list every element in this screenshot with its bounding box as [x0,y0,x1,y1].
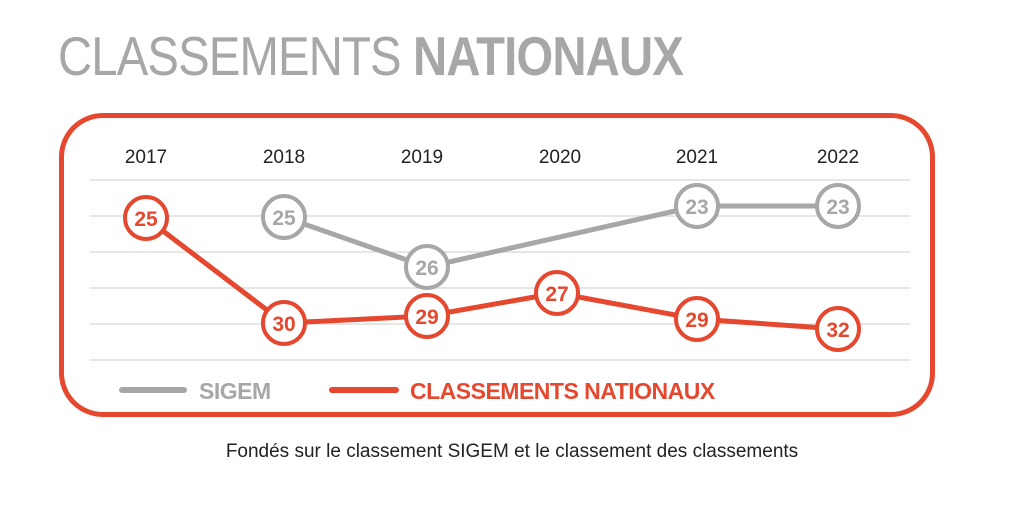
nationaux-point-2019: 29 [404,293,450,339]
year-labels: 2017 2018 2019 2020 2021 2022 [125,147,859,168]
nationaux-marker [261,300,307,346]
year-label: 2021 [676,147,718,168]
nationaux-point-2021: 29 [674,296,720,342]
title-bold: NATIONAUX [413,25,684,87]
page-title: CLASSEMENTS NATIONAUX [58,24,684,88]
title-light: CLASSEMENTS [58,25,402,87]
year-label: 2017 [125,147,167,168]
nationaux-line [144,216,839,332]
sigem-point-2021: 23 [674,183,720,229]
nationaux-marker [534,270,580,316]
year-label: 2018 [263,147,305,168]
legend-label-sigem: SIGEM [199,378,271,404]
year-label: 2022 [817,147,859,168]
sigem-marker [404,244,450,290]
sigem-value: 26 [415,257,438,280]
nationaux-marker [404,293,450,339]
legend: SIGEM CLASSEMENTS NATIONAUX [119,378,716,404]
series-sigem: 25 26 23 23 [261,183,861,290]
sigem-marker [815,183,861,229]
nationaux-point-2022: 32 [815,306,861,352]
year-label: 2019 [401,147,443,168]
nationaux-value: 29 [415,306,438,329]
nationaux-marker [123,195,169,241]
nationaux-marker [674,296,720,342]
nationaux-point-2020: 27 [534,270,580,316]
sigem-point-2022: 23 [815,183,861,229]
chart-frame [59,113,935,417]
legend-label-nationaux: CLASSEMENTS NATIONAUX [410,378,716,404]
sigem-value: 23 [685,196,708,219]
nationaux-value: 29 [685,309,708,332]
sigem-marker [674,183,720,229]
chart-caption: Fondés sur le classement SIGEM et le cla… [225,441,799,462]
series-nationaux: 25 30 29 27 29 32 [123,195,861,352]
nationaux-value: 27 [545,283,568,306]
sigem-point-2018: 25 [261,194,307,240]
sigem-line [283,203,838,270]
nationaux-point-2017: 25 [123,195,169,241]
sigem-marker [261,194,307,240]
nationaux-point-2018: 30 [261,300,307,346]
sigem-value: 23 [826,196,849,219]
nationaux-value: 25 [134,208,158,231]
year-label: 2020 [539,147,581,168]
sigem-value: 25 [272,207,296,230]
nationaux-value: 30 [272,313,295,336]
sigem-point-2019: 26 [404,244,450,290]
nationaux-value: 32 [826,319,849,342]
nationaux-marker [815,306,861,352]
